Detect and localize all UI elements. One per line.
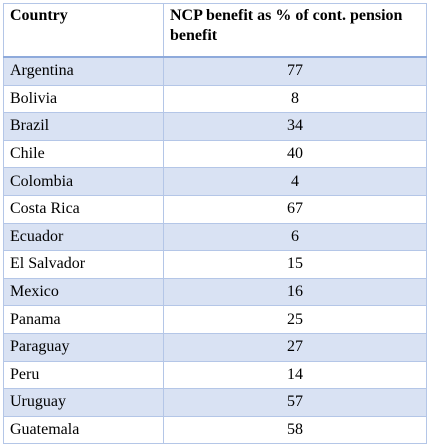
country-cell: Uruguay: [3, 388, 164, 417]
table-row: Chile 40: [3, 139, 427, 169]
header-cell: NCP benefit as % of cont. pension benefi…: [163, 3, 427, 58]
value-cell: 27: [163, 332, 427, 362]
country-cell: Guatemala: [3, 415, 164, 445]
value-cell: 58: [163, 415, 427, 445]
header-row: Country NCP benefit as % of cont. pensio…: [3, 3, 427, 58]
data-table: Country NCP benefit as % of cont. pensio…: [3, 3, 427, 445]
country-cell: Argentina: [3, 56, 164, 86]
country-cell: Chile: [3, 139, 164, 169]
value-cell: 57: [163, 388, 427, 417]
country-cell: El Salvador: [3, 250, 164, 279]
value-cell: 77: [163, 56, 427, 86]
value-cell: 40: [163, 139, 427, 169]
country-cell: Peru: [3, 360, 164, 390]
value-cell: 14: [163, 360, 427, 390]
table-row: Colombia 4: [3, 167, 427, 196]
table-row: Panama 25: [3, 305, 427, 334]
value-cell: 6: [163, 222, 427, 252]
header-cell: Country: [3, 3, 164, 58]
table-row: Guatemala 58: [3, 415, 427, 445]
country-cell: Brazil: [3, 112, 164, 141]
value-cell: 8: [163, 84, 427, 114]
table-row: Paraguay 27: [3, 332, 427, 362]
table-row: El Salvador 15: [3, 250, 427, 279]
table-row: Bolivia 8: [3, 84, 427, 114]
table-row: Uruguay 57: [3, 388, 427, 417]
country-cell: Colombia: [3, 167, 164, 196]
table-body: Argentina 77 Bolivia 8 Brazil 34 Chile 40 Colomb…: [3, 56, 427, 445]
country-cell: Ecuador: [3, 222, 164, 252]
table-row: Brazil 34: [3, 112, 427, 141]
value-cell: 4: [163, 167, 427, 196]
table-row: Costa Rica 67: [3, 194, 427, 224]
table-row: Peru 14: [3, 360, 427, 390]
country-cell: Costa Rica: [3, 194, 164, 224]
value-cell: 67: [163, 194, 427, 224]
country-cell: Panama: [3, 305, 164, 334]
country-cell: Mexico: [3, 277, 164, 307]
value-cell: 15: [163, 250, 427, 279]
value-cell: 34: [163, 112, 427, 141]
table-row: Ecuador 6: [3, 222, 427, 252]
table-row: Argentina 77: [3, 56, 427, 86]
value-cell: 16: [163, 277, 427, 307]
table-row: Mexico 16: [3, 277, 427, 307]
country-cell: Paraguay: [3, 332, 164, 362]
value-cell: 25: [163, 305, 427, 334]
country-cell: Bolivia: [3, 84, 164, 114]
